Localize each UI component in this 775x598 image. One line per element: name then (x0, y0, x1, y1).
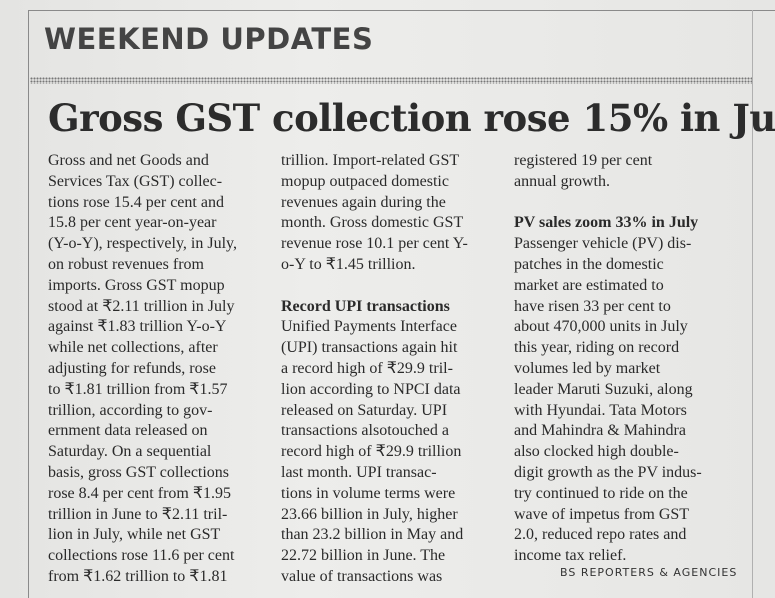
text-line: this year, riding on record (514, 339, 680, 357)
text-line: stood at ₹2.11 trillion in July (48, 297, 235, 315)
text-line: Saturday. On a sequential (48, 443, 212, 461)
text-line: month. Gross domestic GST (281, 214, 464, 232)
text-line: have risen 33 per cent to (514, 297, 671, 315)
frame-rule (752, 10, 753, 598)
frame-rule (28, 10, 775, 11)
text-line: patches in the domestic (514, 256, 664, 273)
text-line: revenues again during the (281, 193, 446, 211)
text-line: 2.0, reduced repo rates and (514, 526, 687, 544)
text-line: 22.72 billion in June. The (281, 547, 446, 565)
text-line: about 470,000 units in July (514, 318, 688, 336)
text-line: registered 19 per cent (514, 152, 653, 169)
text-line: o-Y to ₹1.45 trillion. (281, 256, 416, 273)
text-line: to ₹1.81 trillion from ₹1.57 (48, 380, 228, 398)
byline: BS REPORTERS & AGENCIES (560, 566, 738, 579)
text-line: basis, gross GST collections (48, 464, 230, 481)
text-line: against ₹1.83 trillion Y-o-Y (48, 318, 227, 336)
text-line: imports. Gross GST mopup (48, 276, 225, 294)
text-line: and Mahindra & Mahindra (514, 422, 686, 440)
text-line: than 23.2 billion in May and (281, 526, 464, 544)
text-line: adjusting for refunds, rose (48, 360, 216, 377)
text-line: 23.66 billion in July, higher (281, 505, 458, 523)
text-line: leader Maruti Suzuki, along (514, 380, 693, 398)
subheading: Record UPI transactions (281, 297, 450, 315)
text-line: collections rose 11.6 per cent (48, 547, 235, 565)
text-line: trillion, according to gov- (48, 401, 213, 419)
text-line: annual growth. (514, 172, 610, 190)
text-line: volumes led by market (514, 360, 661, 377)
text-line: rose 8.4 per cent from ₹1.95 (48, 484, 232, 502)
text-line: Gross and net Goods and (48, 152, 209, 169)
text-line: (UPI) transactions again hit (281, 339, 458, 357)
text-line: on robust revenues from (48, 256, 204, 273)
section-label: WEEKEND UPDATES (44, 22, 374, 56)
text-line: mopup outpaced domestic (281, 172, 449, 190)
text-line: a record high of ₹29.9 tril- (281, 360, 453, 377)
text-line: tions rose 15.4 per cent and (48, 193, 224, 211)
text-line: income tax relief. (514, 547, 627, 565)
text-line: lion in July, while net GST (48, 526, 221, 544)
text-line: transactions alsotouched a (281, 422, 449, 440)
text-line: value of transactions was (281, 568, 443, 585)
headline: Gross GST collection rose 15% in July (48, 96, 775, 140)
text-line: digit growth as the PV indus- (514, 464, 702, 481)
text-line: trillion in June to ₹2.11 tril- (48, 505, 228, 523)
text-line: record high of ₹29.9 trillion (281, 443, 462, 461)
text-line: from ₹1.62 trillion to ₹1.81 (48, 568, 228, 585)
text-line: wave of impetus from GST (514, 505, 690, 523)
subheading: PV sales zoom 33% in July (514, 214, 699, 232)
frame-rule (28, 10, 29, 598)
text-line: Unified Payments Interface (281, 318, 457, 336)
text-line: while net collections, after (48, 339, 218, 357)
text-line: Services Tax (GST) collec- (48, 172, 223, 190)
text-line: market are estimated to (514, 276, 664, 294)
text-line: (Y-o-Y), respectively, in July, (48, 235, 237, 253)
text-line: tions in volume terms were (281, 484, 456, 502)
text-line: Passenger vehicle (PV) dis- (514, 235, 692, 253)
text-line: ernment data released on (48, 422, 208, 440)
text-line: lion according to NPCI data (281, 380, 461, 398)
text-line: 15.8 per cent year-on-year (48, 214, 217, 232)
text-line: trillion. Import-related GST (281, 152, 460, 169)
text-line: last month. UPI transac- (281, 464, 437, 481)
text-line: revenue rose 10.1 per cent Y- (281, 235, 468, 253)
text-line: with Hyundai. Tata Motors (514, 401, 687, 419)
dotted-rule (30, 77, 752, 84)
text-line: try continued to ride on the (514, 484, 688, 502)
text-line: also clocked high double- (514, 443, 679, 461)
text-line: released on Saturday. UPI (281, 401, 448, 419)
